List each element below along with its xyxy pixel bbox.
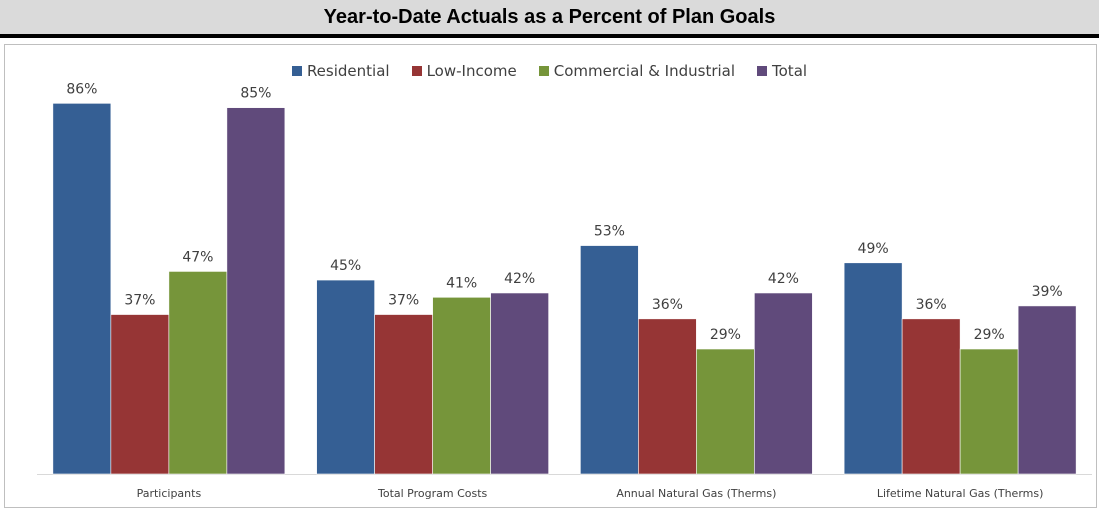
legend-swatch-residential [291,66,302,76]
legend-swatch-commercial-industrial [538,66,549,76]
x-tick-label-total-program-costs: Total Program Costs [377,487,488,500]
bar-residential-total-program-costs [316,279,375,475]
chart-title: Year-to-Date Actuals as a Percent of Pla… [323,5,776,28]
data-label-low-income-lifetime-natural-gas-therms: 36% [916,297,947,313]
bar-commercial-industrial-participants [168,271,228,475]
data-label-commercial-industrial-annual-natural-gas-therms: 29% [710,327,741,343]
x-tick-label-lifetime-natural-gas-therms: Lifetime Natural Gas (Therms) [877,487,1044,500]
bar-total-participants [226,107,286,475]
title-bar: Year-to-Date Actuals as a Percent of Pla… [0,0,1099,38]
bar-total-lifetime-natural-gas-therms [1017,305,1077,475]
data-label-low-income-total-program-costs: 37% [388,293,419,309]
bar-residential-participants [52,103,112,475]
data-label-commercial-industrial-participants: 47% [182,249,213,265]
bar-commercial-industrial-total-program-costs [432,296,491,475]
data-label-residential-lifetime-natural-gas-therms: 49% [858,241,889,257]
x-tick-label-annual-natural-gas-therms: Annual Natural Gas (Therms) [616,487,776,500]
bar-residential-lifetime-natural-gas-therms [843,262,903,475]
legend-label-residential: Residential [306,62,390,80]
legend-item-total: Total [757,62,807,80]
bar-commercial-industrial-lifetime-natural-gas-therms [959,348,1019,475]
data-label-total-annual-natural-gas-therms: 42% [768,271,799,287]
data-label-total-lifetime-natural-gas-therms: 39% [1032,284,1063,300]
bar-commercial-industrial-annual-natural-gas-therms [696,348,755,475]
legend-swatch-low-income [411,66,422,76]
legend-label-low-income: Low-Income [426,62,517,80]
data-label-total-participants: 85% [240,86,271,102]
chart-legend: Residential Low-Income Commercial & Indust… [0,62,1099,80]
bar-low-income-annual-natural-gas-therms [638,318,697,475]
data-label-residential-total-program-costs: 45% [330,258,361,274]
bar-low-income-lifetime-natural-gas-therms [901,318,961,475]
legend-item-residential: Residential [291,62,390,80]
bar-total-annual-natural-gas-therms [754,292,813,475]
legend-label-commercial-industrial: Commercial & Industrial [553,62,736,80]
data-label-residential-participants: 86% [66,81,97,97]
x-tick-label-participants: Participants [137,487,202,500]
legend-item-commercial-industrial: Commercial & Industrial [538,62,736,80]
bar-low-income-total-program-costs [374,314,433,475]
data-label-total-total-program-costs: 42% [504,271,535,287]
bar-residential-annual-natural-gas-therms [580,245,639,475]
legend-item-low-income: Low-Income [411,62,517,80]
data-label-low-income-participants: 37% [124,293,155,309]
bar-low-income-participants [110,314,170,475]
data-label-commercial-industrial-lifetime-natural-gas-therms: 29% [974,327,1005,343]
data-label-commercial-industrial-total-program-costs: 41% [446,275,477,291]
legend-swatch-total [757,66,768,76]
bar-total-total-program-costs [490,292,549,475]
legend-label-total: Total [772,62,808,80]
data-label-low-income-annual-natural-gas-therms: 36% [652,297,683,313]
data-label-residential-annual-natural-gas-therms: 53% [594,224,625,240]
